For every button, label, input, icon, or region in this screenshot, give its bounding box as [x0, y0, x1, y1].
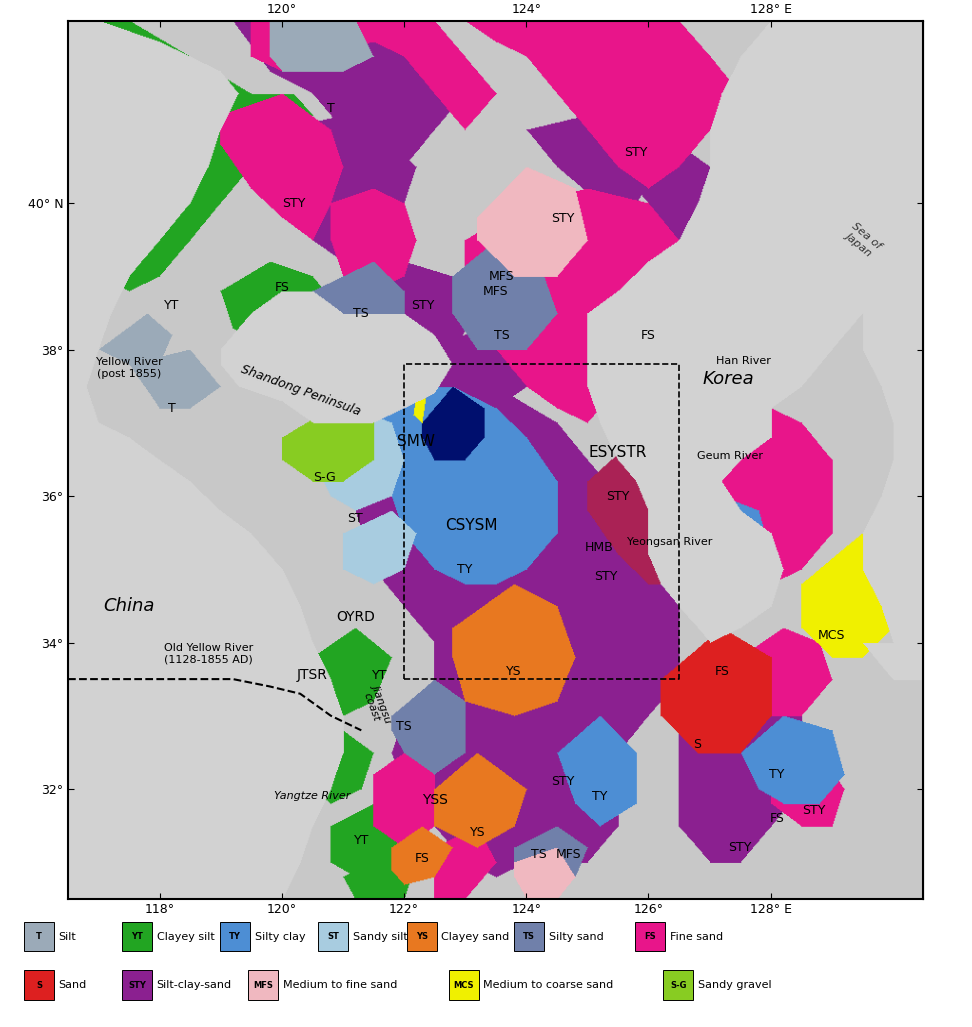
Text: TS: TS	[531, 848, 546, 862]
Text: Silty clay: Silty clay	[255, 931, 305, 942]
Text: Silt: Silt	[58, 931, 77, 942]
Text: CSYSM: CSYSM	[445, 518, 498, 533]
Text: JTSR: JTSR	[297, 669, 328, 683]
Text: Clayey silt: Clayey silt	[156, 931, 215, 942]
Text: YT: YT	[164, 300, 180, 312]
Text: TS: TS	[494, 329, 509, 342]
Text: MCS: MCS	[453, 981, 474, 990]
Text: Sandy gravel: Sandy gravel	[698, 980, 772, 990]
Text: MFS: MFS	[253, 981, 273, 990]
Text: TS: TS	[354, 307, 369, 319]
Text: HMB: HMB	[585, 541, 614, 554]
Text: T: T	[168, 402, 176, 415]
Text: Medium to coarse sand: Medium to coarse sand	[483, 980, 613, 990]
Text: Medium to fine sand: Medium to fine sand	[283, 980, 397, 990]
Bar	[449, 971, 478, 1000]
Bar	[122, 971, 152, 1000]
Text: YT: YT	[372, 669, 387, 682]
Text: Yellow River
(post 1855): Yellow River (post 1855)	[96, 357, 162, 379]
Text: OYRD: OYRD	[335, 610, 374, 624]
Text: MCS: MCS	[818, 629, 846, 642]
Bar	[24, 922, 54, 951]
Text: MFS: MFS	[483, 284, 508, 298]
Bar	[406, 922, 436, 951]
Text: Silt-clay-sand: Silt-clay-sand	[156, 980, 231, 990]
Text: S-G: S-G	[670, 981, 686, 990]
Text: S: S	[36, 981, 42, 990]
Bar	[122, 922, 152, 951]
Text: MFS: MFS	[556, 848, 582, 862]
Text: TS: TS	[397, 720, 412, 733]
Text: STY: STY	[607, 490, 630, 502]
Text: MFS: MFS	[489, 270, 514, 283]
Text: TS: TS	[523, 933, 535, 941]
Text: FS: FS	[641, 329, 656, 342]
Text: Yangtze River: Yangtze River	[274, 791, 351, 801]
Text: Clayey sand: Clayey sand	[441, 931, 509, 942]
Bar	[663, 971, 693, 1000]
Text: FS: FS	[644, 933, 656, 941]
Text: STY: STY	[411, 300, 434, 312]
Text: YT: YT	[131, 933, 143, 941]
Text: T: T	[327, 102, 334, 115]
Text: Old Yellow River
(1128-1855 AD): Old Yellow River (1128-1855 AD)	[164, 643, 253, 664]
Bar	[24, 971, 54, 1000]
Text: Fine sand: Fine sand	[670, 931, 723, 942]
Text: STY: STY	[594, 570, 617, 583]
Text: STY: STY	[551, 775, 574, 788]
Text: TY: TY	[229, 933, 241, 941]
Text: Sea of
Japan: Sea of Japan	[842, 221, 883, 260]
Text: YS: YS	[506, 665, 522, 678]
Bar	[636, 922, 665, 951]
Text: STY: STY	[551, 212, 574, 225]
Bar	[220, 922, 250, 951]
Bar	[318, 922, 348, 951]
Text: TY: TY	[458, 563, 472, 576]
Text: T: T	[36, 933, 42, 941]
Text: YSS: YSS	[422, 793, 447, 807]
Text: Jiangsu
coast: Jiangsu coast	[360, 682, 394, 727]
Text: Shandong Peninsula: Shandong Peninsula	[238, 363, 362, 418]
Text: Sandy silt: Sandy silt	[353, 931, 407, 942]
Text: TY: TY	[769, 768, 784, 781]
Text: STY: STY	[283, 197, 306, 210]
Text: YT: YT	[354, 834, 369, 846]
Text: Korea: Korea	[702, 370, 753, 388]
Text: YS: YS	[469, 827, 485, 839]
Text: Yeongsan River: Yeongsan River	[627, 536, 712, 546]
Bar	[514, 922, 544, 951]
Text: STY: STY	[128, 981, 146, 990]
Text: STY: STY	[802, 804, 825, 817]
Text: ST: ST	[327, 933, 339, 941]
Text: Han River: Han River	[715, 355, 771, 366]
Text: ESYSTR: ESYSTR	[589, 445, 647, 460]
Text: FS: FS	[274, 281, 290, 294]
Text: S-G: S-G	[313, 471, 336, 485]
Text: STY: STY	[625, 146, 648, 159]
Text: China: China	[103, 597, 155, 615]
Bar	[248, 971, 278, 1000]
Text: FS: FS	[415, 851, 430, 865]
Text: YS: YS	[416, 933, 428, 941]
Text: FS: FS	[769, 811, 784, 825]
Text: FS: FS	[714, 665, 729, 678]
Text: TY: TY	[592, 790, 608, 803]
Text: Silty sand: Silty sand	[548, 931, 604, 942]
Text: Sand: Sand	[58, 980, 87, 990]
Text: SMW: SMW	[398, 433, 435, 449]
Text: ST: ST	[347, 511, 364, 525]
Text: STY: STY	[728, 841, 751, 853]
Text: Geum River: Geum River	[697, 451, 763, 461]
Text: S: S	[693, 738, 702, 752]
